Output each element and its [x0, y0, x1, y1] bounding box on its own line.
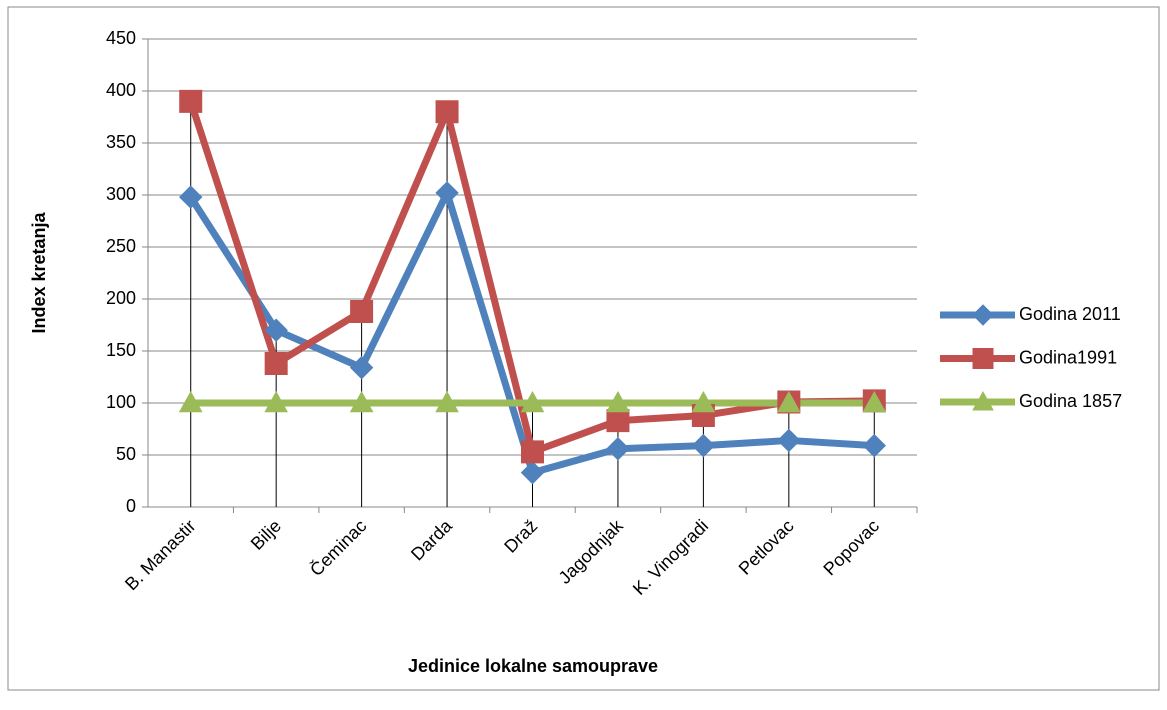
legend-marker [972, 348, 994, 369]
data-point [179, 89, 203, 113]
data-point [264, 318, 288, 342]
data-point [264, 351, 288, 375]
data-point [350, 299, 374, 323]
data-point [435, 100, 459, 124]
data-point [264, 390, 289, 413]
y-tick-label: 200 [106, 288, 136, 308]
data-point [862, 433, 886, 458]
data-point [777, 428, 801, 453]
legend-marker [972, 390, 994, 411]
data-point [691, 390, 716, 413]
data-point [691, 433, 716, 458]
data-point [606, 390, 630, 413]
data-point [862, 390, 887, 413]
y-tick-label: 300 [106, 184, 136, 204]
data-point [178, 390, 203, 413]
data-point [520, 460, 545, 485]
data-point [179, 185, 203, 209]
legend-marker [972, 304, 994, 326]
data-point [606, 437, 630, 461]
y-tick-label: 50 [116, 444, 136, 464]
y-tick-label: 150 [106, 340, 136, 360]
legend-label: Godina1991 [1019, 347, 1117, 367]
x-axis-label: Jedinice lokalne samouprave [408, 656, 658, 676]
y-tick-label: 450 [106, 28, 136, 48]
data-point [435, 181, 459, 205]
data-point [520, 390, 545, 413]
y-tick-label: 350 [106, 132, 136, 152]
y-tick-label: 100 [106, 392, 136, 412]
data-point [776, 390, 801, 413]
legend-label: Godina 1857 [1019, 391, 1122, 411]
data-point [606, 409, 630, 433]
data-point [521, 440, 544, 464]
legend-label: Godina 2011 [1019, 304, 1121, 324]
y-axis-label: Index kretanja [29, 211, 49, 333]
y-tick-label: 0 [126, 496, 136, 516]
data-point [349, 390, 374, 413]
data-point [349, 355, 374, 380]
data-point [435, 390, 459, 413]
y-tick-label: 400 [106, 80, 136, 100]
y-tick-label: 250 [106, 236, 136, 256]
